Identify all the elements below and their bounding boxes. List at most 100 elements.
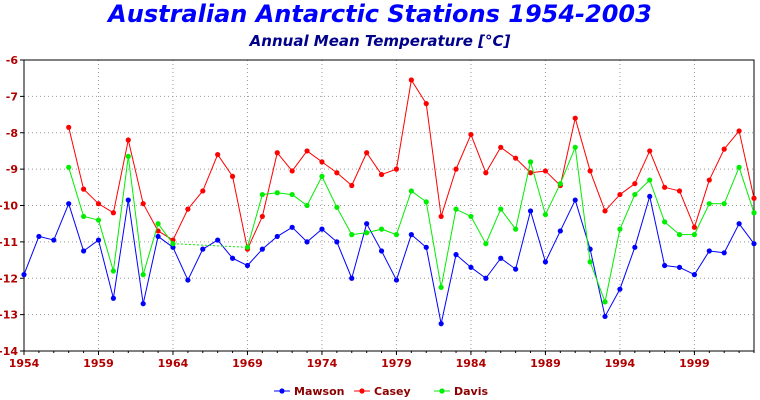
data-point: [602, 208, 608, 214]
chart-subtitle: Annual Mean Temperature [°C]: [249, 32, 511, 50]
series-segment: [98, 203, 114, 214]
series-segment: [470, 266, 487, 279]
data-point: [453, 166, 459, 172]
series-segment: [738, 130, 755, 199]
data-point: [259, 246, 265, 252]
series-segment: [321, 228, 338, 243]
data-point: [617, 191, 623, 198]
series-segment: [217, 154, 233, 177]
series-segment: [142, 236, 159, 304]
y-tick-label: -14: [0, 345, 18, 358]
y-tick-label: -12: [0, 272, 18, 285]
x-tick-label: 1964: [158, 357, 189, 370]
series-segment: [679, 266, 695, 276]
data-point: [364, 230, 370, 236]
series-segment: [619, 183, 636, 195]
legend: Mawson Casey Davis: [274, 385, 488, 398]
data-point: [334, 239, 340, 245]
data-point: [408, 77, 414, 83]
data-point: [185, 206, 191, 212]
series-segment: [381, 168, 397, 176]
data-point: [408, 232, 414, 238]
data-point: [304, 148, 310, 154]
data-point: [66, 164, 72, 170]
data-point: [632, 191, 638, 198]
data-point: [423, 244, 429, 250]
series-segment: [425, 247, 442, 324]
x-tick-label: 1959: [83, 357, 114, 370]
data-point: [498, 144, 504, 150]
data-point: [66, 201, 72, 207]
data-point: [557, 228, 563, 234]
data-point: [80, 213, 87, 220]
data-point: [244, 262, 251, 269]
series-segment: [440, 209, 457, 288]
series-segment: [187, 190, 204, 210]
data-point: [542, 259, 549, 265]
data-point: [170, 244, 176, 250]
data-point: [274, 190, 280, 196]
data-point: [334, 204, 340, 210]
data-point: [408, 188, 414, 194]
data-point: [676, 188, 683, 194]
data-point: [662, 219, 668, 225]
data-point: [170, 241, 176, 247]
data-point: [721, 250, 727, 256]
data-point: [274, 233, 280, 240]
data-point: [319, 173, 325, 179]
data-point: [125, 137, 131, 143]
data-point: [393, 232, 400, 238]
series-segment: [395, 79, 412, 170]
data-point: [215, 237, 221, 243]
data-point: [140, 301, 146, 307]
data-point: [155, 233, 161, 240]
legend-item-mawson: Mawson: [274, 385, 344, 398]
data-point: [498, 255, 504, 261]
series-segment: [470, 216, 487, 244]
data-point: [110, 268, 116, 274]
legend-label: Casey: [374, 385, 411, 398]
data-point: [527, 208, 534, 214]
data-point: [259, 213, 265, 220]
data-point: [51, 237, 57, 243]
series-segment: [515, 210, 532, 270]
series-segment: [98, 239, 114, 299]
series-segment: [142, 223, 159, 275]
data-point: [483, 275, 489, 281]
series-segment: [455, 208, 472, 217]
data-point: [378, 226, 385, 232]
data-point: [274, 150, 280, 156]
series-segment: [276, 152, 293, 172]
series-segment: [127, 156, 144, 275]
data-point: [721, 201, 727, 207]
legend-marker: [359, 388, 365, 394]
series-segment: [544, 183, 561, 215]
data-point: [587, 259, 593, 265]
series-segment: [723, 130, 740, 150]
y-tick-label: -11: [0, 236, 18, 249]
data-point: [602, 313, 608, 320]
data-point: [527, 170, 534, 176]
data-point: [349, 275, 355, 281]
series-segment: [172, 247, 189, 281]
series-segment: [693, 179, 710, 228]
series-davis: [66, 144, 757, 305]
x-tick-label: 1984: [456, 357, 487, 370]
data-point: [542, 211, 549, 218]
series-segment: [530, 210, 546, 263]
legend-marker: [439, 388, 445, 394]
legend-item-davis: Davis: [434, 385, 488, 398]
series-segment: [485, 208, 502, 244]
series-segment: [68, 203, 85, 252]
data-point: [319, 226, 325, 232]
data-point: [215, 151, 221, 158]
series-segment: [232, 257, 248, 266]
data-point: [66, 124, 72, 130]
data-point: [289, 224, 295, 230]
series-segment: [217, 239, 233, 259]
series-segment: [112, 199, 129, 299]
data-point: [229, 173, 236, 179]
data-point: [304, 202, 310, 209]
series-segment: [112, 139, 129, 213]
